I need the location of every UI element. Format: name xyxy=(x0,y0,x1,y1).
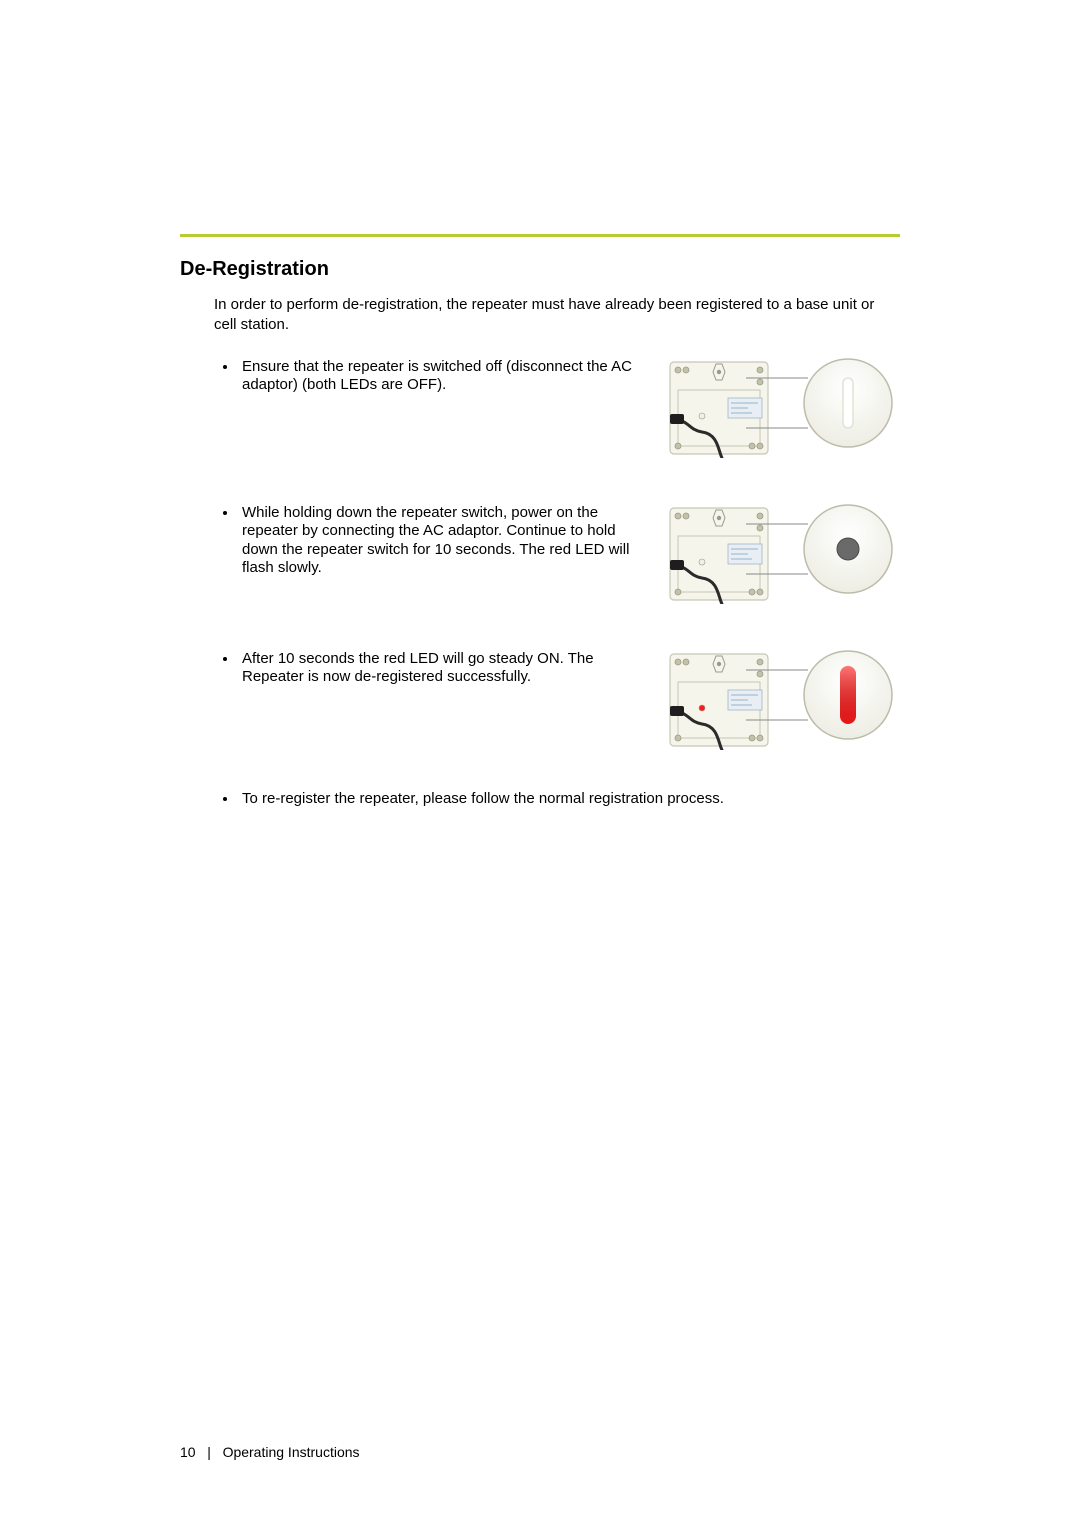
step-3-bullet: After 10 seconds the red LED will go ste… xyxy=(238,650,646,687)
footer-label: Operating Instructions xyxy=(223,1444,360,1460)
step-1-figure xyxy=(668,358,900,458)
step-2-text: While holding down the repeater switch, … xyxy=(180,504,646,577)
section-rule xyxy=(180,234,900,237)
step-2: While holding down the repeater switch, … xyxy=(180,504,900,604)
step-2-bullet: While holding down the repeater switch, … xyxy=(238,504,646,577)
page-footer: 10 | Operating Instructions xyxy=(180,1444,360,1460)
intro-text: In order to perform de-registration, the… xyxy=(214,295,900,334)
step-3-figure xyxy=(668,650,900,750)
step-1-bullet: Ensure that the repeater is switched off… xyxy=(238,358,646,395)
step-2-figure xyxy=(668,504,900,604)
step-3: After 10 seconds the red LED will go ste… xyxy=(180,650,900,750)
step-1-text: Ensure that the repeater is switched off… xyxy=(180,358,646,395)
footer-sep: | xyxy=(199,1444,218,1460)
step-1: Ensure that the repeater is switched off… xyxy=(180,358,900,458)
section-heading: De-Registration xyxy=(180,258,900,281)
step-3-text: After 10 seconds the red LED will go ste… xyxy=(180,650,646,687)
page-number: 10 xyxy=(180,1444,196,1460)
step-4-bullet: To re-register the repeater, please foll… xyxy=(238,790,900,808)
step-4: To re-register the repeater, please foll… xyxy=(180,790,900,808)
step-4-text: To re-register the repeater, please foll… xyxy=(180,790,900,808)
